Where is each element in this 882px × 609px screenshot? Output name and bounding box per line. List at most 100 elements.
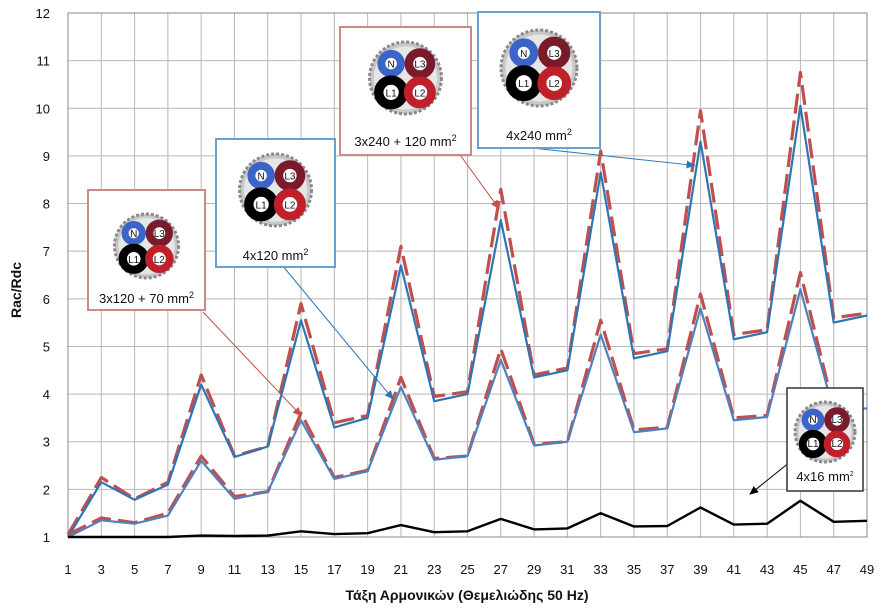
conductor-L3-icon [824,407,850,433]
plot-frame [67,12,868,538]
conductor-N-icon [801,408,825,432]
annotation-caption: 4x16 mm2 [796,469,853,484]
cable-annotation-3: N L3 L1 L2 3x240 + 120 mm2 [339,26,472,156]
y-tick-label: 2 [43,482,50,497]
series-line-3 [67,271,868,537]
conductor-label: L1 [518,79,530,90]
conductor-L1-icon [118,243,149,274]
annotation-caption: 4x240 mm2 [506,127,572,143]
conductor-label: L2 [831,439,843,450]
annotation-arrow-1 [202,311,302,417]
caption-text: 4x240 mm [506,128,567,143]
cable-annotation-1: N L3 L1 L2 3x120 + 70 mm2 [87,189,206,311]
y-tick-label: 10 [36,101,50,116]
x-tick-label: 3 [98,562,105,577]
annotation-arrow-2 [281,264,394,400]
conductor-L2-icon [403,76,436,109]
conductor-label: L3 [549,49,561,60]
cable-annotation-5: N L3 L1 L2 4x16 mm2 [786,387,864,492]
series-line-2 [67,104,868,538]
x-tick-label: 27 [494,562,508,577]
x-tick-label: 45 [793,562,807,577]
caption-superscript: 2 [452,133,457,143]
caption-superscript: 2 [189,290,194,300]
conductor-L2-icon [145,244,174,274]
conductor-N-icon [121,221,146,246]
x-tick-label: 35 [627,562,641,577]
annotation-caption: 3x240 + 120 mm2 [354,133,456,149]
conductor-label: L1 [256,200,268,211]
x-tick-label: 25 [460,562,474,577]
x-tick-label: 19 [360,562,374,577]
annotation-arrow-4 [531,147,696,169]
conductor-L1-icon [244,187,279,222]
annotation-caption: 3x120 + 70 mm2 [99,290,194,306]
caption-superscript: 2 [850,471,854,478]
x-tick-label: 11 [228,562,242,577]
conductor-label: L3 [414,60,426,71]
y-tick-label: 7 [43,244,50,259]
conductor-L1-icon [374,75,409,110]
y-tick-label: 5 [43,339,50,354]
series-lines [66,70,868,539]
conductor-L1-icon [505,65,542,102]
y-tick-label: 11 [37,54,51,69]
y-axis-title: Rac/Rdc [8,262,24,318]
y-tick-label: 6 [43,292,50,307]
caption-text: 3x120 + 70 mm [99,291,189,306]
conductor-label: L1 [807,439,819,450]
conductor-N-icon [247,161,275,190]
caption-text: 3x240 + 120 mm [354,134,451,149]
series-line-5 [68,499,868,539]
conductor-label: N [520,49,527,60]
conductor-N-icon [509,38,539,68]
y-tick-label: 8 [43,197,50,212]
y-tick-label: 4 [43,387,50,402]
x-tick-label: 43 [760,562,774,577]
conductor-label: N [809,415,816,426]
x-tick-label: 15 [294,562,308,577]
annotation-arrow-5 [749,461,791,495]
x-tick-label: 5 [131,562,138,577]
conductor-L3-icon [145,219,173,247]
x-tick-label: 31 [560,562,574,577]
x-tick-label: 33 [593,562,607,577]
caption-superscript: 2 [567,127,572,137]
series-line-4 [67,288,868,538]
cable-annotation-2: N L3 L1 L2 4x120 mm2 [215,138,336,268]
caption-text: 4x120 mm [243,248,304,263]
conductor-L2-icon [823,430,851,458]
x-tick-label: 1 [64,562,71,577]
conductor-label: N [130,229,137,240]
conductor-label: L3 [154,229,166,240]
x-tick-label: 13 [261,562,275,577]
caption-text: 4x16 mm [796,469,849,484]
conductor-L3-icon [274,160,306,191]
conductor-L2-icon [537,66,572,101]
conductor-label: N [387,60,394,71]
x-tick-label: 49 [860,562,874,577]
conductor-label: L3 [284,172,296,183]
caption-superscript: 2 [303,247,308,257]
conductor-label: L2 [414,88,426,99]
y-tick-label: 1 [43,530,50,545]
x-tick-label: 37 [660,562,674,577]
x-tick-label: 41 [727,562,741,577]
conductor-label: L3 [831,415,843,426]
annotation-caption: 4x120 mm2 [243,247,309,263]
conductor-L3-icon [538,36,571,69]
x-tick-label: 21 [394,562,408,577]
conductor-label: L1 [128,255,140,266]
conductor-N-icon [377,49,405,78]
conductor-label: L2 [284,200,296,211]
conductor-label: L1 [386,88,398,99]
y-tick-label: 12 [36,6,50,21]
x-tick-label: 39 [693,562,707,577]
x-tick-labels: 1 3 5 7 9 11 13 15 17 19 21 23 25 27 29 31 33 35 37 39 41 43 4… [64,562,874,577]
conductor-L1-icon [798,429,828,459]
y-tick-label: 3 [43,435,50,450]
conductor-L3-icon [404,48,436,79]
x-tick-label: 7 [164,562,171,577]
